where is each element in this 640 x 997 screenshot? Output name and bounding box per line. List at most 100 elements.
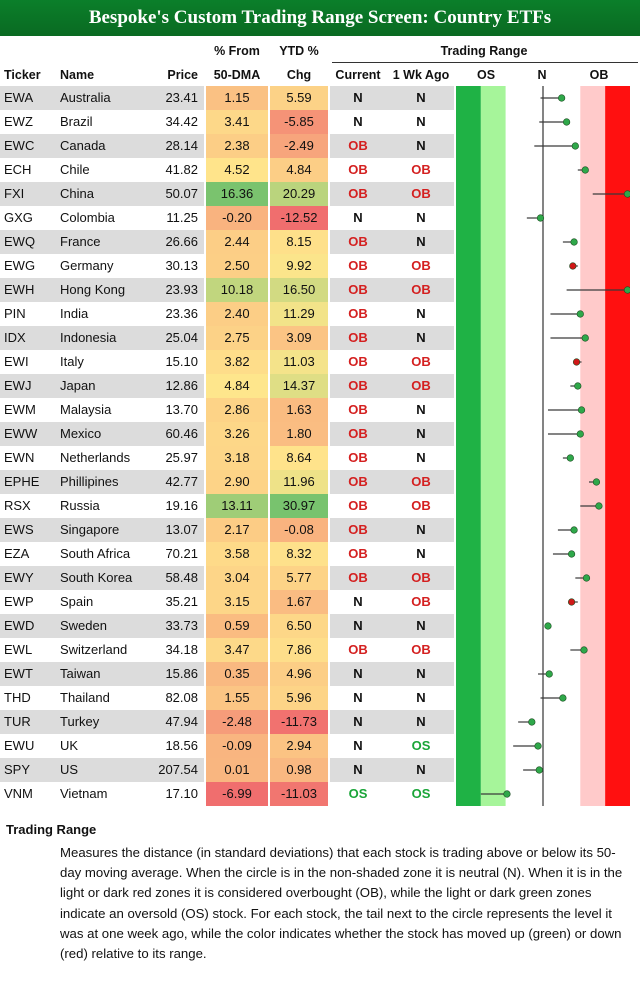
ticker-cell: GXG xyxy=(4,210,33,225)
row-stripe xyxy=(0,86,204,110)
ticker-cell: EWJ xyxy=(4,378,32,393)
price-cell: 13.70 xyxy=(165,402,198,417)
wk-ago-flag-cell: N xyxy=(416,138,426,153)
range-dot xyxy=(576,430,584,438)
pct50-heat-cell xyxy=(206,734,268,758)
range-dot xyxy=(503,790,511,798)
table-row: EWN Netherlands 25.97 3.18 8.64 OB N xyxy=(0,446,640,470)
name-cell: Phillipines xyxy=(60,474,119,489)
wk-ago-flag-cell: OB xyxy=(411,570,431,585)
range-dot xyxy=(559,694,567,702)
ytd-heat-cell xyxy=(270,350,328,374)
ticker-cell: VNM xyxy=(4,786,33,801)
row-stripe xyxy=(330,662,454,686)
note-title: Trading Range xyxy=(6,822,97,837)
ticker-cell: EWQ xyxy=(4,234,36,249)
pct50-heat-cell xyxy=(206,182,268,206)
ticker-cell: EWP xyxy=(4,594,34,609)
range-dot xyxy=(566,454,574,462)
current-flag-cell: OB xyxy=(348,642,368,657)
table-row: EWA Australia 23.41 1.15 5.59 N N xyxy=(0,86,640,110)
pct50-heat-cell xyxy=(206,758,268,782)
pct50-heat-cell xyxy=(206,518,268,542)
row-stripe xyxy=(330,278,454,302)
table-row: RSX Russia 19.16 13.11 30.97 OB OB xyxy=(0,494,640,518)
ytd-heat-cell xyxy=(270,446,328,470)
ticker-cell: EWL xyxy=(4,642,33,657)
name-cell: Chile xyxy=(60,162,90,177)
current-flag-cell: OB xyxy=(348,162,368,177)
pct50-heat-cell xyxy=(206,230,268,254)
table-row: VNM Vietnam 17.10 -6.99 -11.03 OS OS xyxy=(0,782,640,806)
ytd-cell: 7.86 xyxy=(286,642,312,657)
ytd-heat-cell xyxy=(270,566,328,590)
ytd-cell: 4.84 xyxy=(286,162,312,177)
row-stripe xyxy=(0,134,204,158)
ytd-cell: 9.92 xyxy=(286,258,312,273)
pct50-cell: 2.86 xyxy=(224,402,250,417)
ytd-cell: 11.03 xyxy=(283,354,315,369)
current-flag-cell: OB xyxy=(348,522,368,537)
pct50-cell: 10.18 xyxy=(220,282,254,297)
table-row: ECH Chile 41.82 4.52 4.84 OB OB xyxy=(0,158,640,182)
price-cell: 18.56 xyxy=(165,738,198,753)
pct50-heat-cell xyxy=(206,398,268,422)
row-stripe xyxy=(0,182,204,206)
ytd-heat-cell xyxy=(270,86,328,110)
ytd-cell: -11.03 xyxy=(281,786,317,801)
wk-ago-flag-cell: OB xyxy=(411,594,431,609)
current-flag-cell: OB xyxy=(348,474,368,489)
ytd-cell: 1.67 xyxy=(286,594,312,609)
pct50-cell: 3.15 xyxy=(224,594,250,609)
table-row: EZA South Africa 70.21 3.58 8.32 OB N xyxy=(0,542,640,566)
pct50-cell: 4.52 xyxy=(224,162,250,177)
ticker-cell: EWC xyxy=(4,138,35,153)
table-row: EWI Italy 15.10 3.82 11.03 OB OB xyxy=(0,350,640,374)
ytd-heat-cell xyxy=(270,758,328,782)
ytd-cell: 20.29 xyxy=(282,186,316,201)
current-flag-cell: OS xyxy=(348,786,368,801)
ytd-header-line1: YTD % xyxy=(279,44,319,58)
pct50-heat-cell xyxy=(206,326,268,350)
name-cell: Germany xyxy=(60,258,114,273)
price-cell: 13.07 xyxy=(165,522,198,537)
name-cell: Brazil xyxy=(60,114,93,129)
price-cell: 25.04 xyxy=(165,330,198,345)
name-cell: Thailand xyxy=(60,690,110,705)
price-cell: 25.97 xyxy=(165,450,198,465)
ytd-cell: 5.96 xyxy=(286,690,312,705)
wk-ago-flag-cell: N xyxy=(416,306,426,321)
pct50-header-line1: % From xyxy=(214,44,260,58)
wk-ago-flag-cell: OS xyxy=(411,786,431,801)
ticker-cell: EWM xyxy=(4,402,36,417)
price-cell: 26.66 xyxy=(165,234,198,249)
wk-ago-flag-cell: OS xyxy=(411,738,431,753)
table-row: FXI China 50.07 16.36 20.29 OB OB xyxy=(0,182,640,206)
current-flag-cell: OB xyxy=(348,306,368,321)
ticker-cell: IDX xyxy=(4,330,26,345)
wk-ago-flag-cell: N xyxy=(416,210,426,225)
ticker-cell: EPHE xyxy=(4,474,40,489)
row-stripe xyxy=(330,326,454,350)
name-cell: Hong Kong xyxy=(60,282,126,297)
name-cell: China xyxy=(60,186,94,201)
name-cell: Mexico xyxy=(60,426,102,441)
current-flag-cell: N xyxy=(353,738,363,753)
table-row: EWP Spain 35.21 3.15 1.67 N OB xyxy=(0,590,640,614)
name-cell: Vietnam xyxy=(60,786,108,801)
price-cell: 34.42 xyxy=(165,114,198,129)
price-cell: 12.86 xyxy=(165,378,198,393)
range-dot xyxy=(570,526,578,534)
ytd-heat-cell xyxy=(270,614,328,638)
table-row: EWZ Brazil 34.42 3.41 -5.85 N N xyxy=(0,110,640,134)
pct50-cell: 0.01 xyxy=(224,762,250,777)
current-flag-cell: N xyxy=(353,90,363,105)
pct50-cell: 1.55 xyxy=(224,690,250,705)
pct50-cell: 1.15 xyxy=(224,90,250,105)
wk-ago-flag-cell: OB xyxy=(411,282,431,297)
row-stripe xyxy=(330,614,454,638)
table-row: EWH Hong Kong 23.93 10.18 16.50 OB OB xyxy=(0,278,640,302)
ticker-cell: EZA xyxy=(4,546,30,561)
row-stripe xyxy=(330,710,454,734)
name-cell: UK xyxy=(60,738,79,753)
